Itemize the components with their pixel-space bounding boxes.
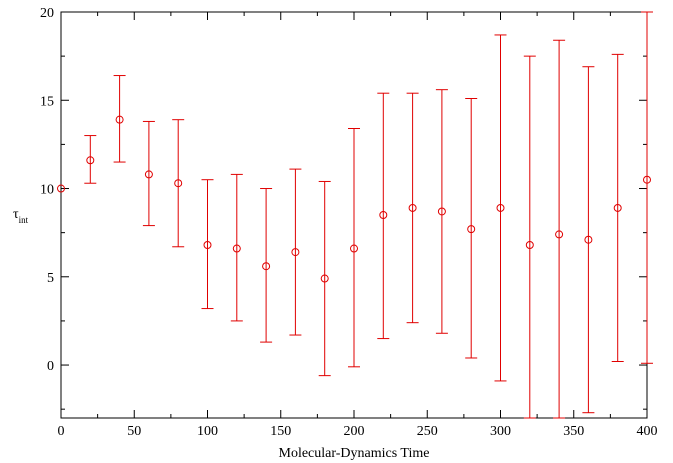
y-tick-label: 10 [40, 183, 54, 198]
y-axis-title: τint [13, 207, 29, 225]
x-tick-label: 400 [637, 424, 658, 439]
x-tick-label: 200 [344, 424, 365, 439]
data-point [57, 184, 65, 193]
data-point [174, 179, 183, 188]
data-point [584, 235, 593, 244]
data-series [57, 11, 653, 419]
data-point [144, 170, 153, 179]
y-axis-title-main: τ [13, 207, 19, 222]
x-tick-label: 50 [127, 424, 141, 439]
data-point [262, 262, 271, 271]
data-point [86, 156, 95, 165]
data-point [525, 241, 534, 250]
x-tick-label: 0 [58, 424, 65, 439]
data-point [467, 225, 476, 234]
x-tick-label: 350 [563, 424, 584, 439]
x-tick-label: 150 [270, 424, 291, 439]
x-tick-labels: 0 50 100 150 200 250 300 350 400 [58, 424, 658, 439]
data-point [115, 115, 124, 124]
y-tick-labels: 0 5 10 15 20 [40, 6, 54, 374]
y-axis-title-subscript: int [19, 215, 29, 225]
data-point [613, 203, 622, 212]
data-point [379, 211, 388, 219]
x-tick-label: 300 [490, 424, 511, 439]
x-axis-title: Molecular-Dynamics Time [279, 446, 430, 461]
data-point [232, 244, 241, 253]
y-tick-label: 20 [40, 6, 54, 21]
data-point [291, 248, 300, 257]
data-point [555, 230, 564, 239]
data-point [643, 175, 651, 184]
x-tick-label: 250 [417, 424, 438, 439]
y-tick-label: 15 [40, 94, 54, 109]
y-tick-label: 0 [47, 359, 54, 374]
data-point [408, 203, 417, 212]
data-point [320, 274, 329, 283]
y-tick-label: 5 [47, 271, 54, 286]
x-tick-label: 100 [197, 424, 218, 439]
data-point [496, 203, 505, 212]
data-point [350, 244, 358, 253]
data-point [203, 241, 212, 250]
data-point [437, 207, 446, 216]
